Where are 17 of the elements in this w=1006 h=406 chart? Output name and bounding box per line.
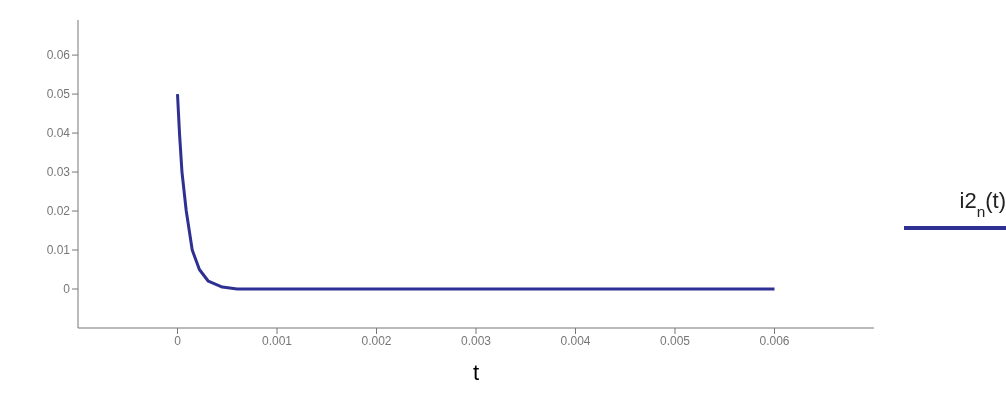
y-tick-label: 0.05 [46, 87, 71, 102]
x-tick-label: 0.004 [560, 333, 591, 348]
x-axis-title: t [471, 360, 481, 386]
x-tick-label: 0 [174, 333, 182, 348]
y-tick-label: 0.03 [46, 165, 71, 180]
line-series [176, 92, 776, 291]
y-tick-label: 0.02 [46, 204, 71, 219]
y-tick-label: 0.06 [46, 48, 71, 63]
y-tick-label: 0.01 [46, 243, 71, 258]
x-tick-label: 0.006 [759, 333, 790, 348]
x-tick-label: 0.003 [460, 333, 492, 348]
x-tick-label: 0.002 [361, 333, 392, 348]
x-tick-label: 0.001 [261, 333, 293, 348]
y-tick-label: 0 [63, 282, 71, 297]
x-tick-label: 0.005 [659, 333, 691, 348]
y-tick-label: 0.04 [46, 126, 71, 141]
text: i2$_{n}$(t) [959, 188, 1006, 220]
